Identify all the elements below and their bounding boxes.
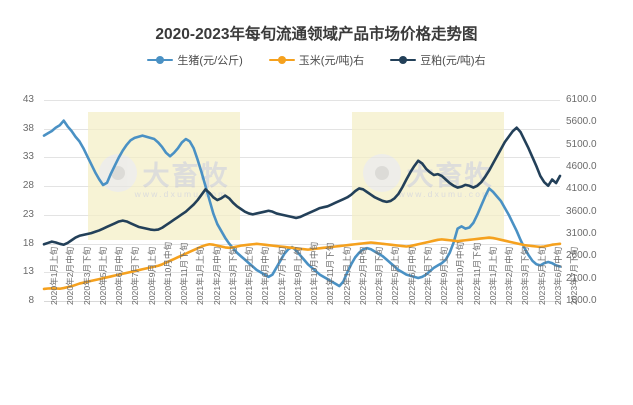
y-axis-left-tick: 18 xyxy=(22,237,34,249)
legend-label-corn: 玉米(元/吨)右 xyxy=(298,55,365,67)
x-axis-tick: 2023年1月上旬 xyxy=(487,246,498,305)
x-axis-tick: 2022年6月中旬 xyxy=(406,246,417,305)
series-lines xyxy=(42,119,562,291)
grid-line xyxy=(44,128,560,130)
x-axis-tick: 2021年6月中旬 xyxy=(260,246,271,305)
legend-marker-corn xyxy=(268,55,295,65)
x-axis-tick: 2020年3月下旬 xyxy=(81,246,92,305)
y-axis-right-tick: 3600.0 xyxy=(566,205,597,217)
x-axis-tick: 2023年2月中旬 xyxy=(504,246,515,305)
x-axis-tick: 2021年3月下旬 xyxy=(227,246,238,305)
series-line-soymeal xyxy=(42,126,562,247)
chart-title: 2020-2023年每旬流通领域产品市场价格走势图 xyxy=(155,26,478,43)
y-axis-right-tick: 4100.0 xyxy=(566,183,597,195)
x-axis-tick: 2020年11月下旬 xyxy=(179,242,190,305)
grid-line xyxy=(44,100,560,101)
x-axis-tick: 2023年7月下旬 xyxy=(569,246,580,305)
y-axis-right-tick: 5600.0 xyxy=(566,116,597,128)
legend-item-soymeal[interactable]: 豆粕(元/吨)右 xyxy=(390,52,486,68)
legend-label-soymeal: 豆粕(元/吨)右 xyxy=(420,55,486,67)
watermark-right: 大畜牧 www.dxumu.com xyxy=(352,112,504,240)
grid-line xyxy=(44,186,560,188)
series-line-pig xyxy=(42,119,562,288)
x-axis-tick: 2022年5月上旬 xyxy=(390,246,401,305)
x-axis-tick: 2022年7月下旬 xyxy=(422,246,433,305)
legend-marker-pig xyxy=(147,55,174,65)
x-axis-tick: 2022年11月下旬 xyxy=(471,242,482,305)
x-axis-tick: 2023年6月中旬 xyxy=(552,246,563,305)
x-axis-tick: 2022年10月中旬 xyxy=(455,241,466,305)
y-axis-right-tick: 1600.0 xyxy=(566,295,597,306)
series-line-corn xyxy=(42,236,562,291)
y-axis-right-tick: 2600.0 xyxy=(566,250,597,262)
y-axis-right-tick: 4600.0 xyxy=(566,161,597,172)
x-axis-tick: 2022年9月上旬 xyxy=(439,246,450,305)
x-axis-tick: 2023年3月下旬 xyxy=(520,246,531,305)
x-axis-tick: 2020年7月下旬 xyxy=(130,246,141,305)
watermark-url: www.dxumu.com xyxy=(398,188,492,199)
chart-legend: 生猪(元/公斤) 玉米(元/吨)右 豆粕(元/吨)右 xyxy=(0,52,633,68)
x-axis-tick: 2020年6月中旬 xyxy=(114,246,124,305)
y-axis-left-tick: 23 xyxy=(22,208,34,220)
x-axis-line xyxy=(44,301,560,302)
legend-marker-soymeal xyxy=(390,55,417,65)
x-axis-tick: 2021年10月中旬 xyxy=(309,241,320,305)
x-axis-tick: 2022年2月中旬 xyxy=(357,246,368,305)
x-axis-tick: 2021年1月上旬 xyxy=(195,246,206,305)
y-axis-left-tick: 43 xyxy=(22,94,34,105)
x-axis-tick: 2022年3月下旬 xyxy=(374,246,385,305)
x-axis-tick: 2020年9月上旬 xyxy=(146,246,157,305)
x-axis-tick: 2021年9月上旬 xyxy=(292,246,303,305)
y-axis-right-tick: 6100.0 xyxy=(566,94,597,105)
x-axis-tick: 2021年11月下旬 xyxy=(325,242,336,305)
y-axis-left-tick: 38 xyxy=(22,122,34,134)
legend-item-pig[interactable]: 生猪(元/公斤) xyxy=(147,52,243,68)
x-axis-tick: 2020年1月上旬 xyxy=(49,246,59,305)
y-axis-left-tick: 13 xyxy=(22,266,34,278)
grid-line xyxy=(44,272,560,274)
watermark-brand: 大畜牧 xyxy=(142,160,230,191)
x-axis-tick: 2020年5月上旬 xyxy=(97,246,108,305)
y-axis-right-tick: 3100.0 xyxy=(566,228,597,239)
legend-item-corn[interactable]: 玉米(元/吨)右 xyxy=(268,52,365,68)
y-axis-right-tick: 2100.0 xyxy=(566,272,597,284)
x-axis-tick: 2020年2月中旬 xyxy=(65,246,76,305)
watermark-url: www.dxumu.com xyxy=(134,188,228,199)
watermark-eye-icon xyxy=(362,154,401,192)
y-axis-left-tick: 33 xyxy=(22,151,34,163)
grid-line xyxy=(44,157,560,159)
x-axis-tick: 2021年2月中旬 xyxy=(211,246,222,305)
x-axis-tick: 2022年1月上旬 xyxy=(341,246,352,305)
y-axis-left-tick: 8 xyxy=(28,295,34,306)
grid-line xyxy=(44,243,560,245)
plot-area: 大畜牧 www.dxumu.com 大畜牧 www.dxumu.com xyxy=(42,100,562,302)
y-axis-right-tick: 5100.0 xyxy=(566,138,597,150)
x-axis-tick: 2023年5月上旬 xyxy=(536,246,547,305)
y-axis-left-tick: 28 xyxy=(22,180,34,192)
x-axis-tick: 2020年10月中旬 xyxy=(162,241,173,305)
x-axis-tick: 2021年7月下旬 xyxy=(276,246,287,305)
legend-label-pig: 生猪(元/公斤) xyxy=(177,55,243,67)
x-axis-tick: 2021年5月上旬 xyxy=(244,246,255,305)
